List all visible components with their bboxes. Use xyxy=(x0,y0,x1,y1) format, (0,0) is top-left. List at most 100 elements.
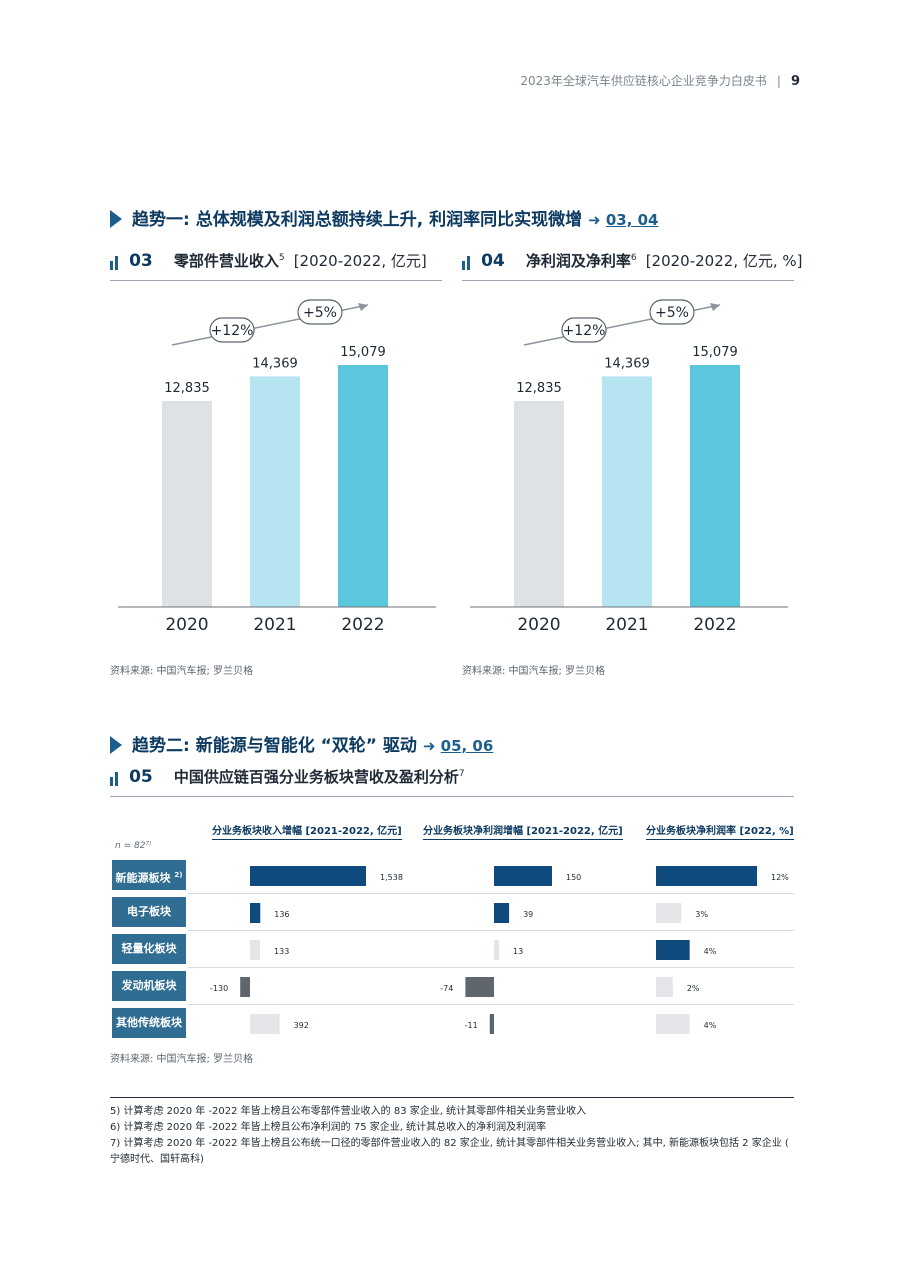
segment-label-electronics: 电子板块 xyxy=(112,897,186,927)
play-arrow-icon xyxy=(110,210,122,228)
bar-2022 xyxy=(338,365,388,607)
hbar-value-label: 4% xyxy=(704,947,717,956)
growth-badge-2 xyxy=(649,299,695,325)
fig04-number: 04 xyxy=(481,250,505,271)
row-divider xyxy=(188,930,794,931)
footnote-rule xyxy=(110,1097,794,1098)
hbar-value-label: 3% xyxy=(695,910,708,919)
fig05-col-head-1: 分业务板块收入增幅 [2021-2022, 亿元] xyxy=(212,822,402,840)
trend1-refs-link[interactable]: ➜ 03, 04 xyxy=(588,211,658,229)
arrowhead-icon xyxy=(358,303,368,311)
bar-2021 xyxy=(250,376,300,607)
fig04-title-text: 净利润及净利率 xyxy=(525,252,631,270)
fig05-col-head-3: 分业务板块净利润率 [2022, %] xyxy=(646,822,794,840)
fig05-number: 05 xyxy=(129,766,153,787)
bar-value-label: 12,835 xyxy=(516,381,562,396)
hbar-3-5 xyxy=(656,1014,690,1034)
x-tick-label: 2020 xyxy=(165,615,208,635)
growth-label-1: +12% xyxy=(211,323,254,339)
header-separator: | xyxy=(776,74,781,88)
row-divider xyxy=(188,893,794,894)
hbar-2-4 xyxy=(465,977,494,997)
bar-2022 xyxy=(690,365,740,607)
hbar-value-label: -74 xyxy=(440,984,453,993)
x-tick-label: 2020 xyxy=(517,615,560,635)
fig03-title: 零部件营业收入5 xyxy=(174,252,285,270)
hbar-3-3 xyxy=(656,940,690,960)
footnote-7: 7) 计算考虑 2020 年 -2022 年皆上榜且公布统一口径的零部件营业收入… xyxy=(110,1138,789,1165)
hbar-value-label: 13 xyxy=(513,947,523,956)
hbar-value-label: 12% xyxy=(771,873,789,882)
hbar-2-3 xyxy=(494,940,500,960)
fig04-source: 资料来源: 中国汽车报; 罗兰贝格 xyxy=(462,666,606,677)
right-arrow-icon: ➜ xyxy=(588,211,601,229)
fig05-n-label: n = 82⁷⁾ xyxy=(115,841,152,851)
row-divider xyxy=(188,967,794,968)
segment-label-note: 2) xyxy=(174,871,183,879)
fig05-col-head-2: 分业务板块净利润增幅 [2021-2022, 亿元] xyxy=(423,822,623,840)
hbar-3-4 xyxy=(656,977,673,997)
footnote-6: 6) 计算考虑 2020 年 -2022 年皆上榜且公布净利润的 75 家企业,… xyxy=(110,1122,547,1133)
play-arrow-icon xyxy=(110,736,122,754)
footnote-5: 5) 计算考虑 2020 年 -2022 年皆上榜且公布零部件营业收入的 83 … xyxy=(110,1106,587,1117)
fig03-title-text: 零部件营业收入 xyxy=(173,252,279,270)
fig05-title: 中国供应链百强分业务板块营收及盈利分析7 xyxy=(174,768,465,786)
trend1-title: 趋势一: 总体规模及利润总额持续上升, 利润率同比实现微增 ➜ 03, 04 xyxy=(110,205,659,230)
hbar-value-label: 39 xyxy=(523,910,533,919)
fig04-chart: +12% +5% 12,835 2020 14,369 2021 15,079 2022 xyxy=(470,299,788,635)
trend1-refs: 03, 04 xyxy=(605,211,659,229)
fig04-note: 6 xyxy=(630,253,637,263)
bar-chart-icon xyxy=(110,767,120,786)
fig04-unit: [2020-2022, 亿元, %] xyxy=(645,252,803,270)
x-tick-label: 2021 xyxy=(605,615,648,635)
hbar-value-label: 1,538 xyxy=(380,873,403,882)
report-title: 2023年全球汽车供应链核心企业竞争力白皮书 xyxy=(520,74,767,88)
hbar-value-label: 392 xyxy=(294,1021,309,1030)
fig03-unit: [2020-2022, 亿元] xyxy=(293,252,427,270)
trend2-title: 趋势二: 新能源与智能化 “双轮” 驱动 ➜ 05, 06 xyxy=(110,731,493,756)
fig05-title-text: 中国供应链百强分业务板块营收及盈利分析 xyxy=(173,768,459,786)
hbar-3-2 xyxy=(656,903,682,923)
bar-2020 xyxy=(514,401,564,607)
hbar-2-5 xyxy=(489,1014,494,1034)
fig04-header: 04 净利润及净利率6 [2020-2022, 亿元, %] xyxy=(462,250,803,281)
x-tick-label: 2022 xyxy=(341,615,384,635)
trend1-text: 趋势一: 总体规模及利润总额持续上升, 利润率同比实现微增 xyxy=(132,210,583,230)
row-divider xyxy=(188,1004,794,1005)
hbar-1-4 xyxy=(240,977,250,997)
hbar-value-label: 150 xyxy=(566,873,581,882)
hbar-value-label: 136 xyxy=(274,910,289,919)
hbar-value-label: -11 xyxy=(465,1021,478,1030)
bar-2021 xyxy=(602,376,652,607)
right-arrow-icon: ➜ xyxy=(422,737,436,755)
growth-label-2: +5% xyxy=(303,305,337,321)
x-tick-label: 2022 xyxy=(693,615,736,635)
hbar-1-5 xyxy=(250,1014,280,1034)
growth-label-1: +12% xyxy=(563,323,606,339)
hbar-value-label: 4% xyxy=(704,1021,717,1030)
segment-label-text: 轻量化板块 xyxy=(121,942,177,955)
fig05-note: 7 xyxy=(458,769,465,779)
segment-label-engine: 发动机板块 xyxy=(112,971,186,1001)
hbar-1-1 xyxy=(250,866,366,886)
running-header: 2023年全球汽车供应链核心企业竞争力白皮书 | 9 xyxy=(520,72,800,89)
page-number: 9 xyxy=(790,74,800,89)
hbar-2-2 xyxy=(494,903,510,923)
trend2-refs-link[interactable]: ➜ 05, 06 xyxy=(423,737,493,755)
fig05-source: 资料来源: 中国汽车报; 罗兰贝格 xyxy=(110,1054,254,1065)
bar-chart-icon xyxy=(462,251,472,270)
fig04-title: 净利润及净利率6 xyxy=(526,252,637,270)
bar-value-label: 15,079 xyxy=(340,345,386,360)
segment-label-lightweight: 轻量化板块 xyxy=(112,934,186,964)
trend2-refs: 05, 06 xyxy=(440,737,494,755)
fig05-chart: 1,538 136 133 -130 392 150 39 13 -74 -11 12% 3% 4% 2%… xyxy=(210,866,789,1034)
bar-value-label: 12,835 xyxy=(164,381,210,396)
hbar-1-2 xyxy=(250,903,261,923)
bar-chart-icon xyxy=(110,251,120,270)
segment-label-text: 新能源板块 xyxy=(115,871,171,885)
hbar-2-1 xyxy=(494,866,552,886)
segment-label-text: 发动机板块 xyxy=(121,979,177,992)
fig03-chart: +12% +5% 12,835 2020 14,369 2021 15,079 2022 xyxy=(118,299,436,635)
arrowhead-icon xyxy=(710,303,720,311)
growth-badge-1 xyxy=(561,317,607,343)
